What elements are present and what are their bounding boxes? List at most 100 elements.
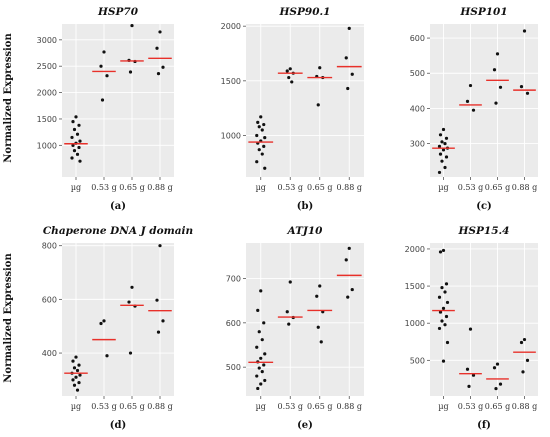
chart-panel-6: 500 1000 1500 2000 µg 0.53 g 0.65 g 0.88 g HSP15… [405,225,538,431]
data-point [492,366,497,370]
data-point [257,148,261,152]
data-point [99,64,103,68]
x-tick-label: 0.53 g [278,183,303,192]
data-point [74,115,78,119]
y-tick-label: 500 [410,356,425,365]
data-point [263,136,267,140]
panel-label: (c) [476,201,492,212]
data-point [441,127,446,132]
data-point [78,139,82,143]
data-point [525,91,530,95]
panel-label: (e) [297,420,313,431]
data-point [72,127,77,132]
data-point [525,358,530,362]
x-tick-label: 0.53 g [91,183,116,192]
data-point [468,83,473,88]
panel-title: HSP15.4 [458,225,510,237]
data-point [257,330,261,334]
data-point [155,46,159,50]
data-point [75,388,80,392]
data-point [441,248,446,253]
x-tick-label: 0.65 g [485,402,510,411]
data-point [437,295,442,299]
x-tick-label: µg [256,183,266,192]
data-point [256,386,260,391]
data-point [255,374,259,378]
data-point [130,23,134,28]
plot-background [246,24,364,177]
data-point [158,244,162,248]
data-point [438,152,443,156]
data-point [78,373,82,377]
y-tick-label: 1000 [405,319,425,328]
y-tick-label: 300 [410,140,425,149]
data-point [318,66,322,70]
data-point [287,75,291,80]
x-tick-label: 0.88 g [337,183,362,192]
data-point [346,86,350,91]
data-point [70,156,74,160]
data-point [156,71,161,76]
data-point [437,144,442,148]
y-axis-label-top: Normalized Expression [3,33,14,163]
data-point [70,135,74,140]
data-point [465,99,470,103]
data-point [130,285,134,289]
data-point [468,327,473,331]
data-point [75,132,80,136]
x-tick-label: 0.65 g [485,183,510,192]
data-point [260,370,264,374]
data-point [262,122,266,127]
panel-label: (a) [110,201,126,212]
data-point [262,144,266,148]
x-tick-label: 0.88 g [512,183,537,192]
data-point [438,133,443,137]
data-point [105,74,109,78]
y-tick-label: 1000 [221,131,241,140]
data-point [522,29,527,33]
data-point [440,319,444,323]
x-tick-label: 0.88 g [147,183,172,192]
y-tick-label: 500 [410,69,425,78]
data-point [445,300,450,305]
x-tick-label: µg [71,402,81,411]
data-point [441,148,446,152]
data-point [102,50,106,54]
data-point [259,289,263,293]
data-point [438,250,443,254]
data-point [71,378,75,382]
y-tick-label: 400 [42,349,57,358]
data-point [259,382,263,386]
data-point [440,140,444,144]
data-point [444,282,449,286]
x-tick-label: 0.88 g [512,402,537,411]
data-point [263,166,267,170]
x-tick-label: µg [438,183,448,192]
data-point [262,363,266,367]
data-point [344,258,348,262]
y-tick-label: 600 [410,34,425,43]
panel-title: Chaperone DNA J domain [43,225,193,237]
data-point [156,330,161,334]
x-tick-label: 0.65 g [119,183,144,192]
data-point [127,300,131,304]
data-point [498,382,503,386]
data-point [71,359,75,363]
y-tick-label: 700 [226,274,241,283]
data-point [72,149,77,153]
plot-background [430,24,538,177]
data-point [443,141,447,146]
data-point [441,359,446,363]
data-point [161,65,165,69]
data-point [77,145,81,150]
y-tick-label: 600 [226,319,241,328]
data-point [319,340,323,344]
data-point [494,386,498,391]
panel-title: ATJ10 [287,225,324,237]
data-point [519,85,524,89]
data-point [128,351,133,355]
data-point [467,384,471,388]
data-point [495,362,500,366]
data-point [287,322,291,326]
